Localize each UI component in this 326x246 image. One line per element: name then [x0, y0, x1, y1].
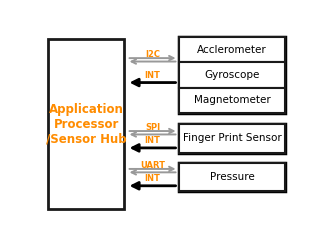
Text: Finger Print Sensor: Finger Print Sensor — [183, 133, 282, 143]
Text: I2C: I2C — [145, 50, 160, 59]
Bar — [179, 37, 285, 113]
Text: SPI: SPI — [145, 123, 160, 132]
Bar — [179, 62, 285, 88]
Text: Magnetometer: Magnetometer — [194, 95, 271, 105]
Bar — [179, 124, 285, 153]
Text: INT: INT — [145, 174, 160, 183]
Bar — [179, 124, 285, 153]
Bar — [179, 37, 285, 62]
Text: UART: UART — [140, 161, 165, 170]
Bar — [179, 88, 285, 113]
Bar — [179, 163, 285, 191]
Text: INT: INT — [145, 71, 160, 80]
Text: Application
Processor
/Sensor Hub: Application Processor /Sensor Hub — [46, 103, 126, 146]
Text: INT: INT — [145, 136, 160, 145]
Text: Pressure: Pressure — [210, 172, 255, 182]
Text: Gyroscope: Gyroscope — [205, 70, 260, 80]
Bar — [48, 39, 124, 210]
Text: Acclerometer: Acclerometer — [197, 45, 267, 55]
Bar — [179, 163, 285, 191]
